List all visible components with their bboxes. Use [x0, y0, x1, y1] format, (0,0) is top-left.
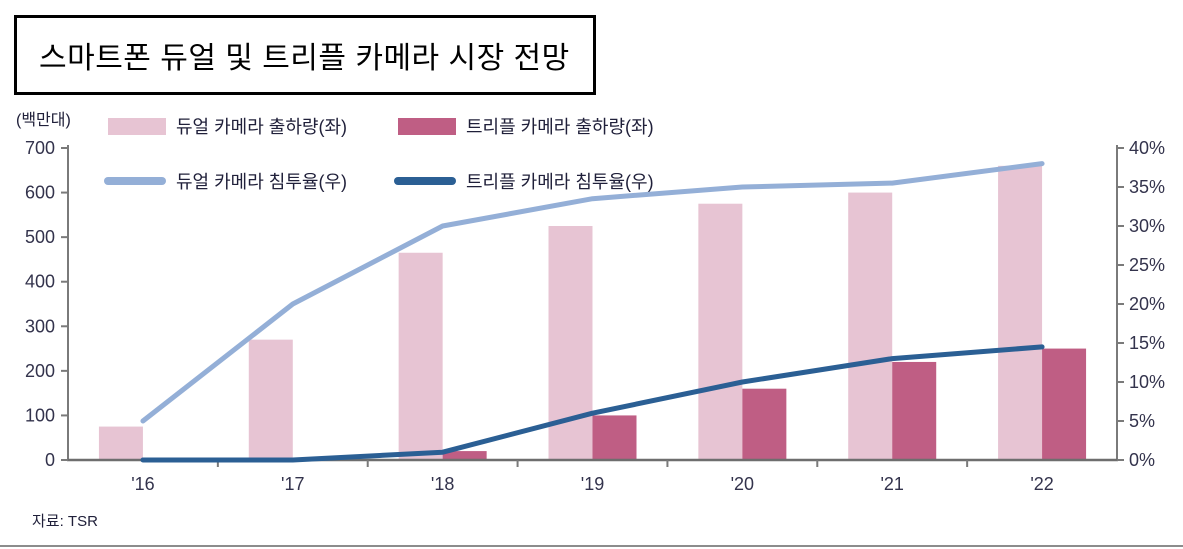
- dual-line-swatch-icon: [104, 177, 166, 185]
- triple-line-swatch-icon: [394, 177, 456, 185]
- legend-label: 트리플 카메라 출하량(좌): [466, 117, 654, 137]
- left-axis-tick-label: 700: [25, 138, 55, 158]
- x-axis-category-label: '20: [731, 474, 754, 494]
- legend-label: 듀얼 카메라 출하량(좌): [176, 117, 348, 137]
- x-axis-category-label: '19: [581, 474, 604, 494]
- right-axis-tick-label: 20%: [1129, 294, 1165, 314]
- bar-triple-4: [742, 388, 787, 460]
- right-axis-tick-label: 25%: [1129, 255, 1165, 275]
- left-axis-tick-label: 400: [25, 272, 55, 292]
- x-axis-category-label: '21: [880, 474, 903, 494]
- bar-dual-4: [698, 203, 743, 460]
- left-axis-tick-label: 500: [25, 227, 55, 247]
- left-axis-tick-label: 200: [25, 361, 55, 381]
- bar-dual-6: [998, 165, 1043, 461]
- left-axis-tick-label: 300: [25, 316, 55, 336]
- source-note: 자료: TSR: [32, 513, 98, 530]
- dual-penetration-line: [140, 161, 1045, 424]
- chart-title: 스마트폰 듀얼 및 트리플 카메라 시장 전망: [39, 42, 570, 75]
- bottom-divider: [0, 545, 1183, 547]
- bar-dual-1: [248, 339, 293, 460]
- dual-bar-swatch-icon: [108, 117, 166, 135]
- left-axis-tick-label: 600: [25, 183, 55, 203]
- chart-title-box: 스마트폰 듀얼 및 트리플 카메라 시장 전망: [14, 15, 596, 95]
- right-axis-tick-label: 35%: [1129, 177, 1165, 197]
- x-axis-category-label: '18: [431, 474, 454, 494]
- bar-triple-2: [442, 451, 487, 460]
- legend-item-triple-shipments: 트리플 카메라 출하량(좌): [398, 113, 654, 139]
- x-axis-category-label: '22: [1030, 474, 1053, 494]
- legend-item-dual-shipments: 듀얼 카메라 출하량(좌): [108, 113, 347, 139]
- triple-bar-swatch-icon: [398, 117, 456, 135]
- right-axis-tick-label: 30%: [1129, 216, 1165, 236]
- left-axis-tick-label: 100: [25, 405, 55, 425]
- triple-penetration-line: [140, 344, 1045, 463]
- x-axis-category-label: '16: [131, 474, 154, 494]
- bar-triple-5: [892, 361, 937, 460]
- bar-triple-6: [1042, 348, 1087, 460]
- right-axis-tick-label: 15%: [1129, 333, 1165, 353]
- right-axis-tick-label: 40%: [1129, 138, 1165, 158]
- x-axis-category-label: '17: [281, 474, 304, 494]
- right-axis-tick-label: 10%: [1129, 372, 1165, 392]
- left-axis-unit-label: (백만대): [16, 112, 71, 129]
- legend-item-dual-penetration: 듀얼 카메라 침투율(우): [104, 168, 347, 194]
- bar-dual-0: [98, 426, 143, 460]
- bar-triple-3: [592, 415, 637, 460]
- legend-label: 트리플 카메라 침투율(우): [466, 172, 654, 192]
- legend-item-triple-penetration: 트리플 카메라 침투율(우): [394, 168, 654, 194]
- bar-dual-5: [848, 192, 893, 461]
- left-axis-tick-label: 0: [45, 450, 55, 470]
- bar-dual-2: [398, 252, 443, 460]
- legend-label: 듀얼 카메라 침투율(우): [176, 172, 348, 192]
- right-axis-tick-label: 5%: [1129, 411, 1155, 431]
- right-axis-tick-label: 0%: [1129, 450, 1155, 470]
